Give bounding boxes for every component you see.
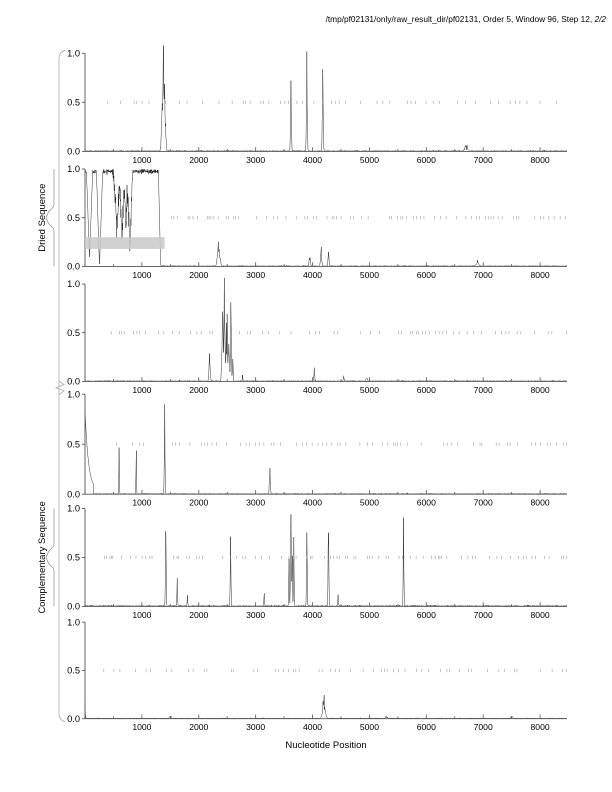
svg-text:2000: 2000 xyxy=(189,610,208,620)
svg-text:4000: 4000 xyxy=(303,498,322,508)
svg-text:6000: 6000 xyxy=(417,155,436,165)
svg-text:5000: 5000 xyxy=(360,270,379,280)
svg-text:0.5: 0.5 xyxy=(67,328,80,338)
svg-text:5000: 5000 xyxy=(360,385,379,395)
svg-text:0.0: 0.0 xyxy=(67,714,80,724)
svg-text:1000: 1000 xyxy=(132,385,151,395)
svg-text:3000: 3000 xyxy=(246,385,265,395)
svg-text:3000: 3000 xyxy=(246,270,265,280)
svg-text:2000: 2000 xyxy=(189,722,208,732)
svg-text:1000: 1000 xyxy=(132,155,151,165)
svg-text:1.0: 1.0 xyxy=(67,164,80,174)
svg-text:8000: 8000 xyxy=(531,155,550,165)
svg-text:0.5: 0.5 xyxy=(67,439,80,449)
svg-text:6000: 6000 xyxy=(417,722,436,732)
svg-text:2000: 2000 xyxy=(189,155,208,165)
svg-text:4000: 4000 xyxy=(303,155,322,165)
svg-text:6000: 6000 xyxy=(417,385,436,395)
svg-text:3000: 3000 xyxy=(246,498,265,508)
svg-text:1.0: 1.0 xyxy=(67,504,80,514)
svg-text:8000: 8000 xyxy=(531,270,550,280)
svg-text:3000: 3000 xyxy=(246,610,265,620)
svg-text:7000: 7000 xyxy=(474,498,493,508)
svg-text:/tmp/pf02131/only/raw_result_d: /tmp/pf02131/only/raw_result_dir/pf02131… xyxy=(326,14,607,24)
svg-text:5000: 5000 xyxy=(360,610,379,620)
svg-text:8000: 8000 xyxy=(531,610,550,620)
svg-text:2000: 2000 xyxy=(189,498,208,508)
svg-text:1000: 1000 xyxy=(132,610,151,620)
svg-text:0.0: 0.0 xyxy=(67,489,80,499)
svg-text:4000: 4000 xyxy=(303,270,322,280)
svg-text:7000: 7000 xyxy=(474,155,493,165)
svg-text:6000: 6000 xyxy=(417,498,436,508)
svg-text:1.0: 1.0 xyxy=(67,49,80,59)
svg-text:1000: 1000 xyxy=(132,722,151,732)
svg-text:0.0: 0.0 xyxy=(67,377,80,387)
svg-text:7000: 7000 xyxy=(474,722,493,732)
svg-text:5000: 5000 xyxy=(360,155,379,165)
svg-text:1.0: 1.0 xyxy=(67,279,80,289)
svg-text:3000: 3000 xyxy=(246,722,265,732)
svg-text:0.5: 0.5 xyxy=(67,98,80,108)
svg-text:0.5: 0.5 xyxy=(67,213,80,223)
svg-text:8000: 8000 xyxy=(531,385,550,395)
svg-text:8000: 8000 xyxy=(531,722,550,732)
svg-text:7000: 7000 xyxy=(474,270,493,280)
svg-text:8000: 8000 xyxy=(531,498,550,508)
svg-text:0.0: 0.0 xyxy=(67,262,80,272)
svg-text:Complementary Sequence: Complementary Sequence xyxy=(37,501,48,613)
svg-text:7000: 7000 xyxy=(474,610,493,620)
svg-text:Dried Sequence: Dried Sequence xyxy=(37,184,48,252)
svg-text:2000: 2000 xyxy=(189,385,208,395)
svg-text:6000: 6000 xyxy=(417,610,436,620)
svg-text:0.0: 0.0 xyxy=(67,147,80,157)
svg-text:1.0: 1.0 xyxy=(67,389,80,399)
svg-text:6000: 6000 xyxy=(417,270,436,280)
svg-text:4000: 4000 xyxy=(303,722,322,732)
svg-text:5000: 5000 xyxy=(360,498,379,508)
svg-text:1000: 1000 xyxy=(132,498,151,508)
svg-text:1.0: 1.0 xyxy=(67,617,80,627)
svg-text:4000: 4000 xyxy=(303,610,322,620)
svg-text:2000: 2000 xyxy=(189,270,208,280)
svg-text:Nucleotide Position: Nucleotide Position xyxy=(285,740,366,751)
svg-text:4000: 4000 xyxy=(303,385,322,395)
svg-text:0.0: 0.0 xyxy=(67,602,80,612)
svg-text:3000: 3000 xyxy=(246,155,265,165)
svg-text:1000: 1000 xyxy=(132,270,151,280)
svg-text:0.5: 0.5 xyxy=(67,553,80,563)
svg-text:7000: 7000 xyxy=(474,385,493,395)
svg-text:5000: 5000 xyxy=(360,722,379,732)
svg-text:0.5: 0.5 xyxy=(67,666,80,676)
